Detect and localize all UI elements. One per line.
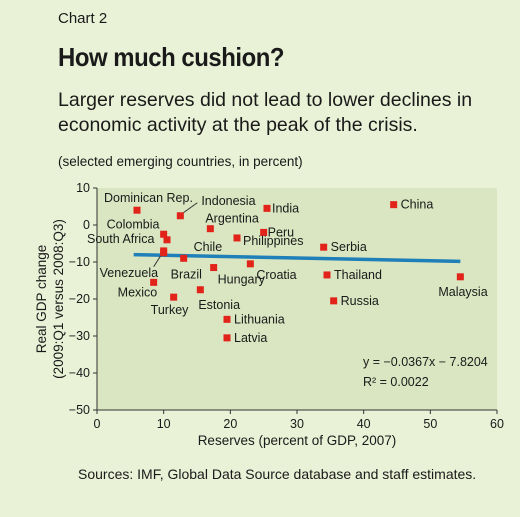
data-point <box>320 243 328 251</box>
data-point-label: South Africa <box>87 232 154 246</box>
plot-area <box>97 188 497 410</box>
data-point-label: Mexico <box>118 285 158 299</box>
y-axis-title: Real GDP change (2009:Q1 versus 2008:Q3) <box>34 219 66 379</box>
data-point <box>223 334 231 342</box>
label-leader-line <box>183 202 198 214</box>
x-tick-label: 40 <box>357 417 371 431</box>
data-point-label: Philippines <box>243 234 303 248</box>
data-point <box>323 271 331 279</box>
data-point-label: Hungary <box>218 273 266 287</box>
data-point <box>206 225 214 233</box>
data-point <box>196 286 204 294</box>
data-point <box>263 204 271 212</box>
regression-equation: y = −0.0367x − 7.8204 <box>363 355 488 369</box>
r-squared: R² = 0.0022 <box>363 375 429 389</box>
data-point <box>176 212 184 220</box>
source-note: Sources: IMF, Global Data Source databas… <box>78 466 477 482</box>
data-point <box>133 206 141 214</box>
chart-title: How much cushion? <box>58 42 285 72</box>
data-point-label: Venezuela <box>100 266 158 280</box>
data-point <box>223 315 231 323</box>
x-tick-label: 30 <box>290 417 304 431</box>
x-tick-label: 50 <box>423 417 437 431</box>
data-point-label: Lithuania <box>234 312 285 326</box>
x-tick-label: 0 <box>94 417 101 431</box>
y-tick-label: −20 <box>69 292 90 306</box>
data-point-label: Dominican Rep. <box>104 191 193 205</box>
data-point <box>170 293 178 301</box>
data-point-label: Malaysia <box>438 285 487 299</box>
data-point <box>160 230 168 238</box>
data-point-label: Argentina <box>205 212 259 226</box>
data-point-label: Thailand <box>334 268 382 282</box>
y-tick-label: −10 <box>69 255 90 269</box>
data-point <box>163 236 171 244</box>
y-tick-label: −40 <box>69 366 90 380</box>
y-tick-label: 10 <box>76 181 90 195</box>
data-point <box>390 201 398 209</box>
data-point <box>233 234 241 242</box>
data-point <box>160 249 168 257</box>
chart-subtitle: Larger reserves did not lead to lower de… <box>58 89 473 136</box>
y-axis-title-line: Real GDP change <box>34 245 49 354</box>
data-point-label: Serbia <box>331 240 367 254</box>
x-axis-title: Reserves (percent of GDP, 2007) <box>198 433 397 448</box>
label-leader-line <box>153 255 162 268</box>
x-tick-label: 10 <box>157 417 171 431</box>
data-point-label: Indonesia <box>201 194 255 208</box>
data-point-label: Chile <box>194 240 223 254</box>
chart-note: (selected emerging countries, in percent… <box>58 154 303 169</box>
data-point <box>180 254 188 262</box>
y-tick-label: −30 <box>69 329 90 343</box>
data-point-label: Estonia <box>198 298 240 312</box>
data-point-label: Peru <box>268 225 294 239</box>
data-point-label: Turkey <box>151 303 189 317</box>
x-tick-label: 20 <box>223 417 237 431</box>
data-point <box>210 264 218 272</box>
data-point-label: Latvia <box>234 331 267 345</box>
data-point-label: Colombia <box>107 217 160 231</box>
data-point <box>260 228 268 236</box>
y-tick-label: 0 <box>83 218 90 232</box>
data-point <box>246 260 254 268</box>
trendline <box>133 252 461 264</box>
data-point <box>456 273 464 281</box>
y-axis-title-line: (2009:Q1 versus 2008:Q3) <box>51 219 66 379</box>
data-point-label: Russia <box>341 294 379 308</box>
x-tick-label: 60 <box>490 417 504 431</box>
chart-number: Chart 2 <box>58 10 108 27</box>
data-point <box>330 297 338 305</box>
data-point-label: Brazil <box>171 267 202 281</box>
data-point-label: China <box>401 198 434 212</box>
data-point-label: Croatia <box>256 268 296 282</box>
data-point-label: India <box>272 201 299 215</box>
y-tick-label: −50 <box>69 403 90 417</box>
data-point <box>150 278 158 286</box>
